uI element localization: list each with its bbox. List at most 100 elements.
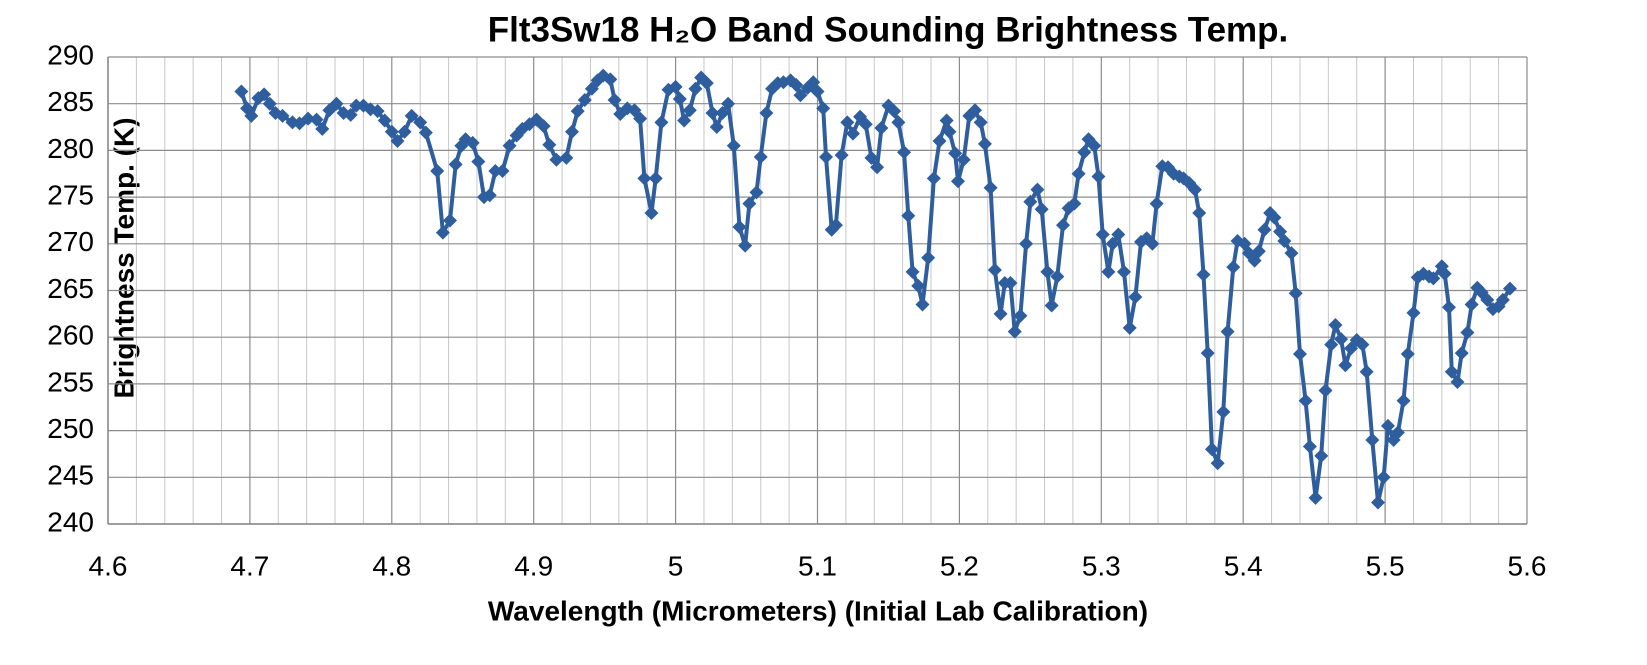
marker xyxy=(1095,227,1110,242)
y-tick-label: 250 xyxy=(47,413,94,444)
marker xyxy=(1328,318,1343,333)
marker xyxy=(921,250,936,265)
x-axis-label: Wavelength (Micrometers) (Initial Lab Ca… xyxy=(488,595,1148,626)
marker xyxy=(1091,169,1106,184)
marker xyxy=(275,108,290,123)
marker xyxy=(542,137,557,152)
marker xyxy=(926,171,941,186)
marker xyxy=(789,78,804,93)
marker xyxy=(1441,300,1456,315)
marker xyxy=(1055,218,1070,233)
marker xyxy=(905,264,920,279)
marker xyxy=(1071,166,1086,181)
marker xyxy=(1464,297,1479,312)
marker xyxy=(418,125,433,140)
marker xyxy=(244,108,259,123)
marker xyxy=(753,149,768,164)
marker xyxy=(234,84,249,99)
marker xyxy=(810,84,825,99)
marker xyxy=(502,138,517,153)
marker xyxy=(897,145,912,160)
marker xyxy=(942,124,957,139)
marker xyxy=(1216,404,1231,419)
marker xyxy=(677,113,692,128)
marker xyxy=(1460,325,1475,340)
x-tick-label: 5.3 xyxy=(1082,550,1121,581)
marker xyxy=(343,107,358,122)
marker xyxy=(1359,364,1374,379)
marker xyxy=(1226,260,1241,275)
marker xyxy=(738,238,753,253)
marker xyxy=(315,121,330,136)
marker xyxy=(1314,448,1329,463)
marker xyxy=(1502,281,1517,296)
marker xyxy=(987,262,1002,277)
marker xyxy=(1380,418,1395,433)
marker xyxy=(1040,264,1055,279)
marker xyxy=(309,112,324,127)
marker xyxy=(1145,236,1160,251)
marker xyxy=(1007,324,1022,339)
marker xyxy=(759,106,774,121)
y-tick-label: 260 xyxy=(47,320,94,351)
marker xyxy=(1267,210,1282,225)
marker xyxy=(956,152,971,167)
marker xyxy=(1406,305,1421,320)
x-tick-label: 5.4 xyxy=(1224,550,1263,581)
x-tick-label: 4.8 xyxy=(372,550,411,581)
y-tick-label: 240 xyxy=(47,506,94,537)
marker xyxy=(1044,298,1059,313)
marker xyxy=(488,163,503,178)
marker xyxy=(1251,244,1266,259)
marker xyxy=(1200,346,1215,361)
y-tick-label: 270 xyxy=(47,226,94,257)
y-tick-label: 285 xyxy=(47,86,94,117)
marker xyxy=(1298,393,1313,408)
marker xyxy=(901,208,916,223)
marker xyxy=(688,81,703,96)
series-line xyxy=(239,73,1512,505)
grid xyxy=(107,56,1528,525)
marker xyxy=(482,188,497,203)
marker xyxy=(1192,205,1207,220)
marker xyxy=(633,111,648,126)
marker xyxy=(1318,383,1333,398)
marker xyxy=(709,120,724,135)
marker xyxy=(726,138,741,153)
marker xyxy=(1371,495,1386,510)
marker xyxy=(1149,196,1164,211)
marker xyxy=(448,157,463,172)
marker xyxy=(603,72,618,87)
marker xyxy=(1292,347,1307,362)
marker xyxy=(644,205,659,220)
marker xyxy=(1117,264,1132,279)
marker xyxy=(742,196,757,211)
marker xyxy=(536,119,551,134)
y-axis-label: Brightness Temp. (K) xyxy=(108,117,139,398)
marker xyxy=(1105,236,1120,251)
marker xyxy=(864,150,879,165)
marker xyxy=(840,115,855,130)
x-tick-label: 5.1 xyxy=(798,550,837,581)
marker xyxy=(397,124,412,139)
marker xyxy=(1308,490,1323,505)
marker xyxy=(495,163,510,178)
marker xyxy=(257,87,272,102)
y-tick-label: 255 xyxy=(47,366,94,397)
marker xyxy=(377,113,392,128)
marker xyxy=(1111,227,1126,242)
marker xyxy=(721,96,736,111)
x-tick-label: 5.2 xyxy=(940,550,979,581)
marker xyxy=(370,104,385,119)
marker xyxy=(845,126,860,141)
marker xyxy=(565,124,580,139)
marker xyxy=(950,174,965,189)
marker xyxy=(1334,332,1349,347)
marker xyxy=(891,115,906,130)
marker xyxy=(682,103,697,118)
y-tick-label: 245 xyxy=(47,460,94,491)
marker xyxy=(887,104,902,119)
marker xyxy=(699,76,714,91)
marker xyxy=(654,115,669,130)
marker xyxy=(1023,194,1038,209)
